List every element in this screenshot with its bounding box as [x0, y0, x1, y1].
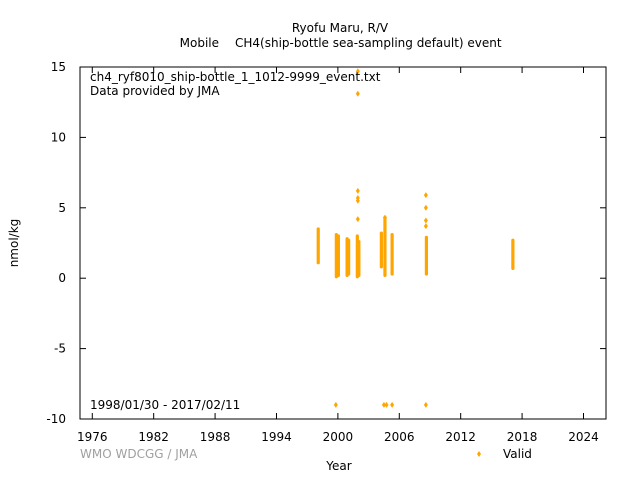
x-tick-label: 2006 [384, 430, 415, 444]
x-tick-label: 2018 [507, 430, 538, 444]
data-point [423, 217, 428, 224]
y-tick-label: 5 [58, 201, 66, 215]
date-range-label: 1998/01/30 - 2017/02/11 [90, 398, 240, 412]
data-point [355, 90, 360, 97]
x-tick-label: 2012 [445, 430, 476, 444]
legend: Valid [477, 447, 532, 461]
y-axis: -10 -5 0 5 10 15 [46, 60, 606, 426]
x-tick-label: 1982 [138, 430, 169, 444]
data-point [355, 216, 360, 223]
data-point [384, 401, 389, 408]
y-tick-label: 15 [51, 60, 66, 74]
x-tick-label: 2000 [323, 430, 354, 444]
x-tick-label: 1994 [261, 430, 292, 444]
x-tick-label: 1988 [200, 430, 231, 444]
y-axis-label: nmol/kg [7, 219, 21, 268]
provider-label: Data provided by JMA [90, 84, 220, 98]
file-label: ch4_ryf8010_ship-bottle_1_1012-9999_even… [90, 70, 381, 84]
data-point [333, 401, 338, 408]
legend-marker-valid [477, 451, 481, 457]
y-tick-label: -10 [46, 412, 66, 426]
data-point [390, 401, 395, 408]
y-tick-label: -5 [54, 342, 66, 356]
data-point [423, 401, 428, 408]
y-tick-label: 0 [58, 271, 66, 285]
legend-label-valid: Valid [503, 447, 532, 461]
chart-subtitle-gas: CH4(ship-bottle sea-sampling default) ev… [235, 36, 502, 50]
chart-subtitle-platform: Mobile [180, 36, 219, 50]
data-point [355, 68, 360, 75]
plot-frame [79, 66, 607, 420]
data-point [382, 214, 387, 221]
chart-title: Ryofu Maru, R/V [292, 21, 389, 35]
data-point [423, 192, 428, 199]
data-marks [316, 68, 515, 408]
data-point [381, 401, 386, 408]
data-point [355, 187, 360, 194]
credit-label: WMO WDCGG / JMA [80, 447, 198, 461]
x-axis: 1976 1982 1988 1994 2000 2006 2012 2018 2024 [77, 67, 599, 444]
data-point [423, 223, 428, 230]
x-axis-label: Year [325, 459, 351, 473]
data-point [423, 204, 428, 211]
y-tick-label: 10 [51, 130, 66, 144]
x-tick-label: 1976 [77, 430, 108, 444]
data-point [355, 197, 360, 204]
x-tick-label: 2024 [568, 430, 599, 444]
